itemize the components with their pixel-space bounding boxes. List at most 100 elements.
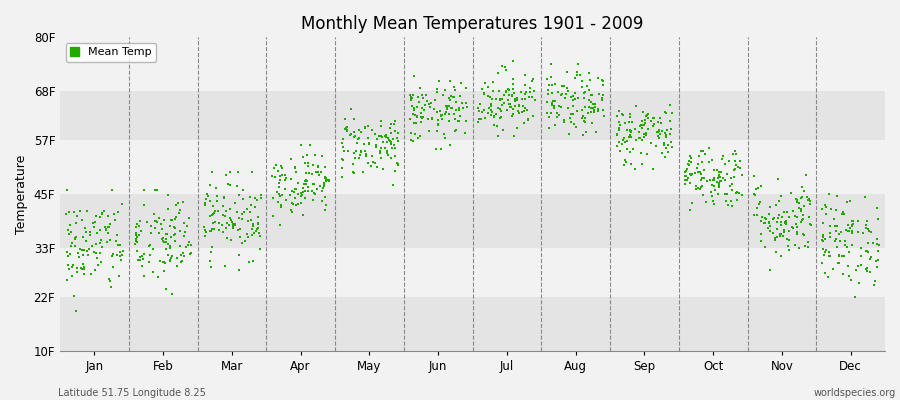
Point <box>818 202 832 208</box>
Point <box>446 93 461 100</box>
Point <box>455 100 470 106</box>
Point <box>512 102 526 108</box>
Point <box>284 176 298 182</box>
Point <box>274 162 288 169</box>
Point <box>650 128 664 135</box>
Point <box>249 197 264 204</box>
Point <box>222 222 237 229</box>
Point <box>792 245 806 251</box>
Point <box>684 159 698 165</box>
Point <box>711 173 725 179</box>
Point <box>778 218 793 225</box>
Point <box>266 195 280 201</box>
Point <box>62 231 77 237</box>
Point <box>338 126 353 132</box>
Point <box>706 175 721 181</box>
Point <box>429 86 444 92</box>
Point <box>73 246 87 252</box>
Point <box>77 270 92 277</box>
Point <box>681 161 696 167</box>
Point <box>818 249 832 255</box>
Point <box>544 74 558 81</box>
Point <box>198 196 212 202</box>
Point <box>754 231 769 237</box>
Point <box>832 238 847 244</box>
Point <box>221 181 236 187</box>
Point <box>859 248 873 254</box>
Point <box>729 190 743 196</box>
Point <box>576 112 590 119</box>
Point <box>88 267 103 273</box>
Point <box>132 218 147 224</box>
Point <box>664 126 679 133</box>
Point <box>665 110 680 116</box>
Point <box>250 214 265 220</box>
Point <box>726 166 741 173</box>
Point <box>293 142 308 148</box>
Point <box>284 199 299 206</box>
Point <box>818 270 832 276</box>
Point <box>346 169 361 176</box>
Point <box>278 177 293 183</box>
Point <box>388 118 402 125</box>
Point <box>374 155 389 161</box>
Point <box>860 266 874 272</box>
Point <box>458 100 473 107</box>
Point <box>226 221 240 227</box>
Point <box>728 158 742 164</box>
Point <box>449 107 464 113</box>
Point <box>414 114 428 120</box>
Point <box>703 177 717 183</box>
Point <box>640 151 654 158</box>
Point <box>733 165 747 172</box>
Point <box>378 133 392 140</box>
Point <box>584 104 598 111</box>
Point <box>102 224 116 231</box>
Point <box>173 228 187 234</box>
Point <box>167 216 182 222</box>
Point <box>240 231 255 237</box>
Point <box>69 234 84 240</box>
Point <box>298 178 312 184</box>
Point <box>447 111 462 118</box>
Point <box>176 232 191 239</box>
Point <box>582 97 597 103</box>
Point <box>447 94 462 100</box>
Point <box>410 113 424 120</box>
Point <box>338 125 353 132</box>
Point <box>580 82 594 89</box>
Point <box>176 253 191 259</box>
Point <box>591 91 606 98</box>
Point <box>357 124 372 130</box>
Point <box>817 236 832 242</box>
Point <box>414 119 428 125</box>
Point <box>113 249 128 255</box>
Point <box>506 58 520 65</box>
Point <box>340 128 355 135</box>
Point <box>770 226 784 232</box>
Point <box>406 92 420 98</box>
Point <box>751 212 765 218</box>
Point <box>634 117 649 124</box>
Point <box>143 252 157 258</box>
Point <box>513 88 527 95</box>
Point <box>132 257 147 264</box>
Point <box>443 97 457 103</box>
Point <box>680 175 695 182</box>
Point <box>448 99 463 105</box>
Point <box>165 252 179 259</box>
Point <box>712 174 726 180</box>
Point <box>484 96 499 102</box>
Point <box>759 216 773 222</box>
Point <box>305 170 320 177</box>
Point <box>294 192 309 198</box>
Point <box>507 90 521 96</box>
Point <box>552 103 566 109</box>
Point <box>417 107 431 114</box>
Point <box>407 106 421 113</box>
Point <box>712 168 726 175</box>
Point <box>374 123 388 129</box>
Point <box>691 184 706 191</box>
Point <box>181 242 195 248</box>
Point <box>612 125 626 131</box>
